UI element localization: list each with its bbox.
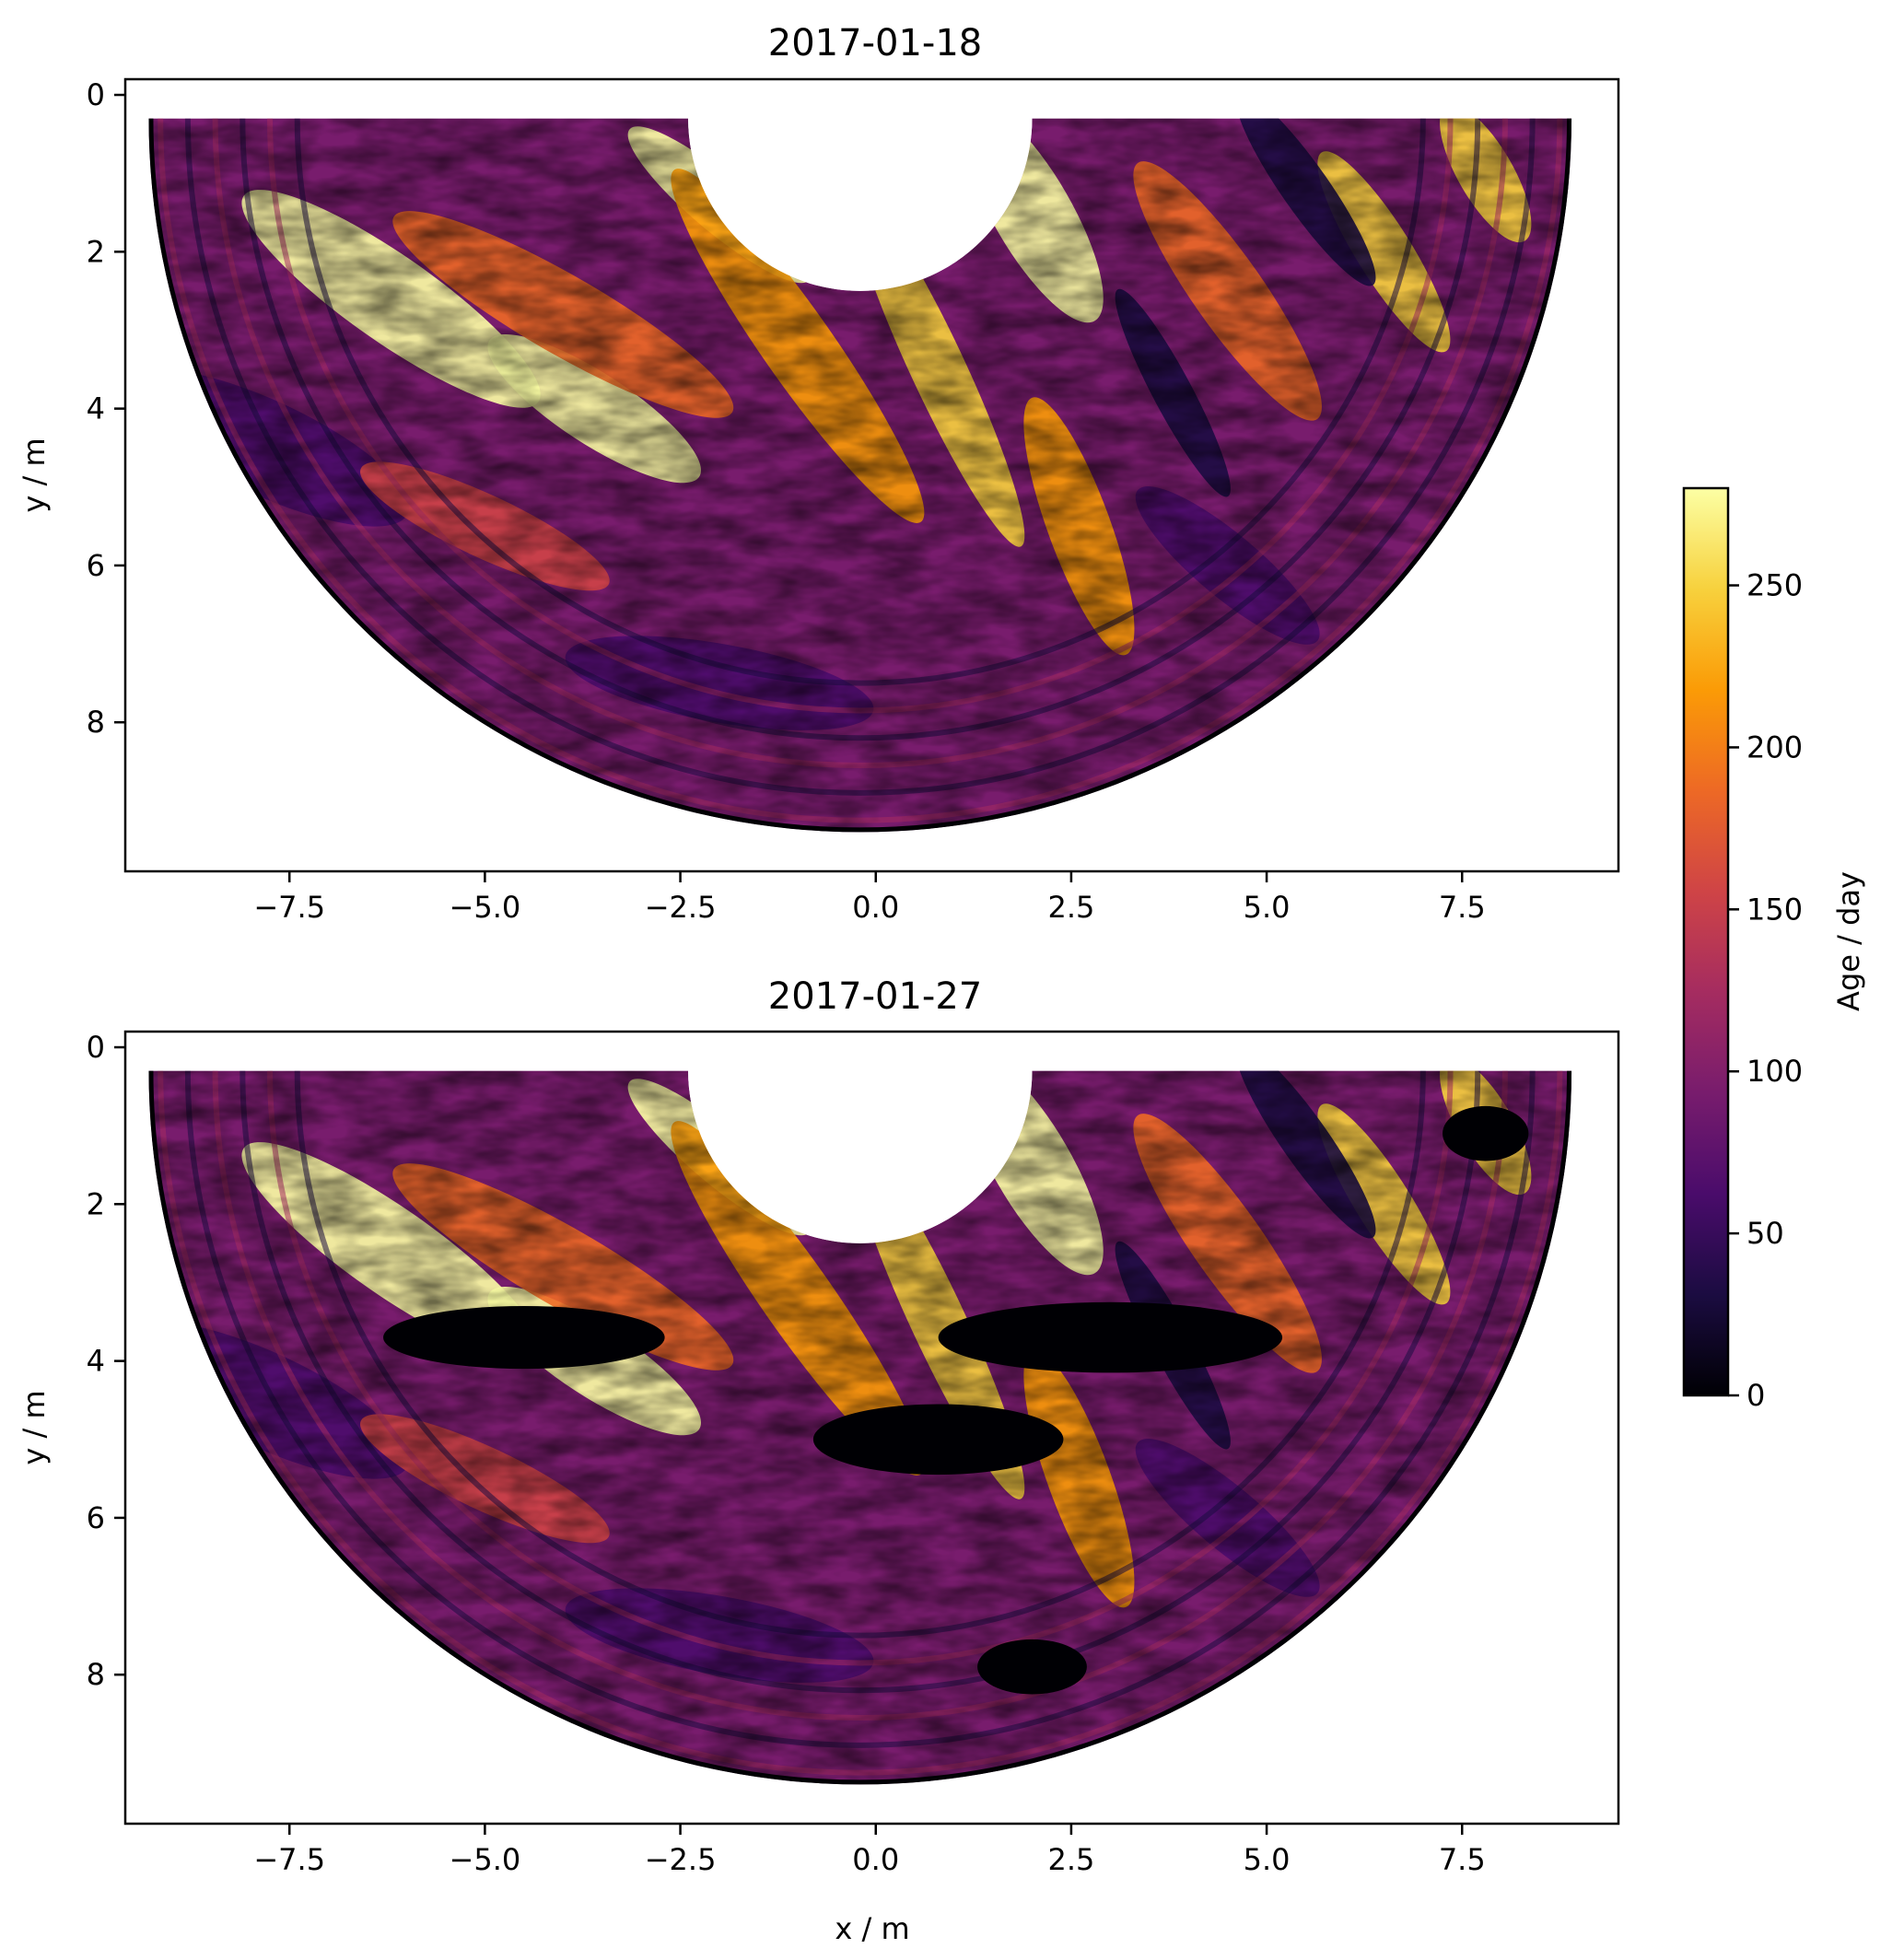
zero-age-patch (977, 1639, 1087, 1695)
colorbar-gradient (1682, 486, 1730, 1397)
y-tick-label: 2 (87, 234, 105, 269)
colorbar: 0 50 100 150 200 250 Age / day (1682, 486, 1866, 1413)
outer-rim (148, 118, 1572, 833)
plot-area (148, 1070, 1572, 1785)
axes-frame (123, 1030, 1620, 1826)
colorbar-tick-label: 0 (1746, 1378, 1765, 1413)
y-tick-label: 6 (87, 1500, 105, 1535)
x-axis-label: x / m (835, 1911, 909, 1946)
panel-title: 2017-01-18 (768, 22, 982, 64)
x-tick-label: −5.0 (450, 1842, 521, 1877)
plot-area (148, 118, 1572, 833)
y-tick-label: 8 (87, 705, 105, 740)
y-axis-label: y / m (17, 438, 52, 512)
outer-rim (148, 1070, 1572, 1785)
y-tick-label: 6 (87, 548, 105, 583)
y-axis-label: y / m (17, 1390, 52, 1464)
x-tick-label: 5.0 (1244, 1842, 1291, 1877)
zero-age-patch (812, 1404, 1064, 1476)
x-tick-label: 7.5 (1439, 890, 1486, 925)
age-field (148, 118, 1572, 833)
y-tick-label: 2 (87, 1186, 105, 1221)
colorbar-label: Age / day (1831, 871, 1866, 1011)
y-tick-label: 8 (87, 1657, 105, 1692)
x-tick-label: 0.0 (852, 890, 899, 925)
x-tick-label: 2.5 (1047, 1842, 1094, 1877)
axes-frame (123, 77, 1620, 873)
y-axis-ticks: 0 2 4 6 8 (87, 1030, 125, 1692)
x-tick-label: −2.5 (645, 890, 717, 925)
colorbar-tick-label: 100 (1746, 1054, 1803, 1089)
colorbar-tick-label: 150 (1746, 892, 1803, 927)
x-axis-ticks: −7.5 −5.0 −2.5 0.0 2.5 5.0 7.5 (253, 1824, 1486, 1877)
age-field (148, 1070, 1572, 1785)
y-tick-label: 0 (87, 77, 105, 112)
map-panel-2017-01-27: 2017-01-27 −7.5 −5.0 −2.5 0.0 2.5 5.0 7.5 0 2 4 6… (17, 975, 1620, 1946)
x-tick-label: −7.5 (253, 1842, 325, 1877)
x-tick-label: 7.5 (1439, 1842, 1486, 1877)
colorbar-tick-label: 200 (1746, 729, 1803, 764)
map-panel-2017-01-18: 2017-01-18 −7.5 −5.0 −2.5 0.0 2.5 5.0 7.5 0 2 4 6… (17, 22, 1620, 925)
age-texture (148, 118, 1572, 833)
panel-title: 2017-01-27 (768, 975, 982, 1018)
y-tick-label: 0 (87, 1030, 105, 1065)
x-tick-label: −2.5 (645, 1842, 717, 1877)
colorbar-tick-label: 50 (1746, 1216, 1784, 1251)
x-tick-label: 2.5 (1047, 890, 1094, 925)
zero-age-patch (1443, 1105, 1529, 1161)
x-tick-label: −7.5 (253, 890, 325, 925)
y-tick-label: 4 (87, 391, 105, 426)
colorbar-ticks: 0 50 100 150 200 250 (1728, 568, 1803, 1413)
colorbar-tick-label: 250 (1746, 568, 1803, 603)
zero-age-patch (938, 1301, 1283, 1373)
zero-age-patch (383, 1306, 665, 1370)
y-axis-ticks: 0 2 4 6 8 (87, 77, 125, 740)
x-tick-label: 5.0 (1244, 890, 1291, 925)
y-tick-label: 4 (87, 1344, 105, 1379)
x-tick-label: 0.0 (852, 1842, 899, 1877)
x-axis-ticks: −7.5 −5.0 −2.5 0.0 2.5 5.0 7.5 (253, 871, 1486, 925)
x-tick-label: −5.0 (450, 890, 521, 925)
